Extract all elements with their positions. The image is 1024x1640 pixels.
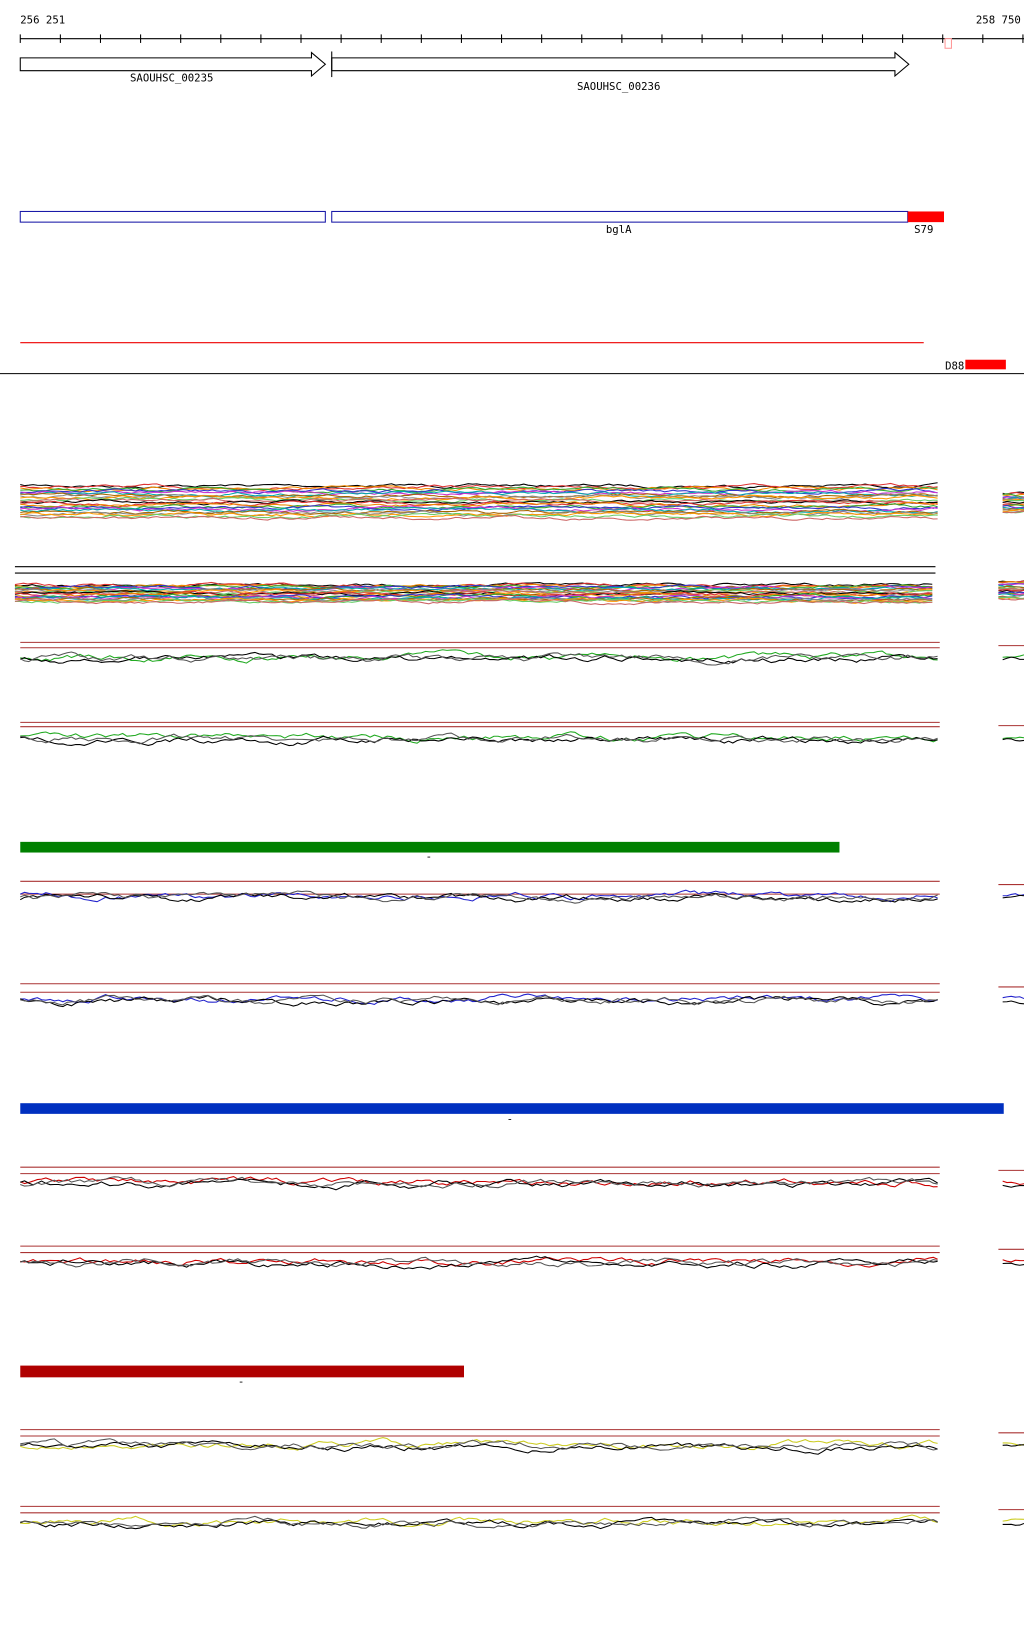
signal-line [1002,894,1024,899]
signal-line [14,581,933,589]
signal-line [20,504,938,512]
signal-line [998,594,1024,598]
signal-line [1002,654,1024,658]
signal-line [20,1514,938,1527]
signal-line [20,498,938,506]
signal-line [20,890,938,904]
signal-line [20,1256,938,1268]
signal-line [1002,500,1024,504]
signal-line [1002,1180,1024,1186]
feature-label: D88 [945,359,964,372]
signal-line [20,1515,938,1529]
signal-line [20,514,938,521]
track-label: - [507,1112,513,1125]
feature-box [331,210,909,223]
signal-line [20,505,938,514]
track-label: - [426,850,432,863]
signal-line [1002,1262,1024,1266]
gene-arrow [19,51,327,78]
ruler-start: 256 251 [20,14,65,27]
signal-line [20,508,938,515]
signal-line [20,731,938,744]
signal-line [20,735,938,747]
gene-arrow [331,51,910,78]
signal-line [20,494,938,502]
signal-line [20,892,938,903]
track-label: - [238,1375,244,1388]
signal-line [20,482,938,489]
track-bar [20,841,840,853]
signal-line [14,590,933,599]
feature-box [19,210,326,223]
signal-tracks [14,482,1024,1530]
signal-line [998,583,1024,586]
gene-label: SAOUHSC_00235 [130,71,213,84]
signal-line [20,993,938,1006]
signal-line [20,512,938,519]
ruler-ticks [19,34,1024,43]
signal-line [1002,493,1024,498]
signal-line [20,994,938,1006]
signal-line [998,591,1024,594]
signal-line [1002,656,1024,661]
signal-line [1002,1444,1024,1447]
signal-line [14,597,933,606]
signal-line [14,598,933,604]
signal-line [1002,736,1024,740]
signal-line [1002,1184,1024,1188]
track-bar [20,1365,465,1378]
signal-line [1002,1000,1024,1005]
signal-line [1002,995,1024,1000]
signal-line [1002,1522,1024,1526]
signal-line [20,1438,938,1451]
feature-label: bglA [606,223,632,236]
signal-line [998,598,1024,601]
signal-line [1002,510,1024,514]
signal-line [20,1516,938,1530]
signal-line [20,1176,938,1189]
signal-line [1002,497,1024,501]
signal-line [20,486,938,494]
signal-line [20,732,938,745]
feature-label: S79 [914,223,933,236]
gene-label: SAOUHSC_00236 [577,80,660,93]
ruler-end: 258 750 [976,14,1021,27]
signal-line [998,589,1024,592]
signal-line [14,592,933,601]
signal-line [1002,1442,1024,1447]
signal-line [998,593,1024,597]
signal-line [20,511,938,518]
track-bar [20,1103,1004,1114]
signal-line [998,581,1024,584]
signal-line [20,489,938,496]
signal-line [1002,1259,1024,1263]
signal-line [14,594,933,601]
signal-line [20,1177,938,1191]
signal-line [1002,499,1024,502]
signal-line [20,651,938,666]
feature-red [907,211,944,223]
signal-line [1002,738,1024,742]
signal-line [1002,509,1024,512]
feature-red [965,359,1006,370]
marker [944,38,952,49]
signal-line [20,1176,938,1188]
signal-line [1002,1518,1024,1522]
signal-line [20,1440,938,1455]
